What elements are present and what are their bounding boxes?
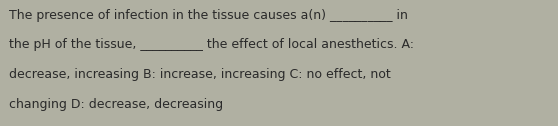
Text: decrease, increasing B: increase, increasing C: no effect, not: decrease, increasing B: increase, increa… (9, 68, 391, 81)
Text: the pH of the tissue, __________ the effect of local anesthetics. A:: the pH of the tissue, __________ the eff… (9, 38, 414, 51)
Text: changing D: decrease, decreasing: changing D: decrease, decreasing (9, 98, 223, 111)
Text: The presence of infection in the tissue causes a(n) __________ in: The presence of infection in the tissue … (9, 9, 408, 22)
